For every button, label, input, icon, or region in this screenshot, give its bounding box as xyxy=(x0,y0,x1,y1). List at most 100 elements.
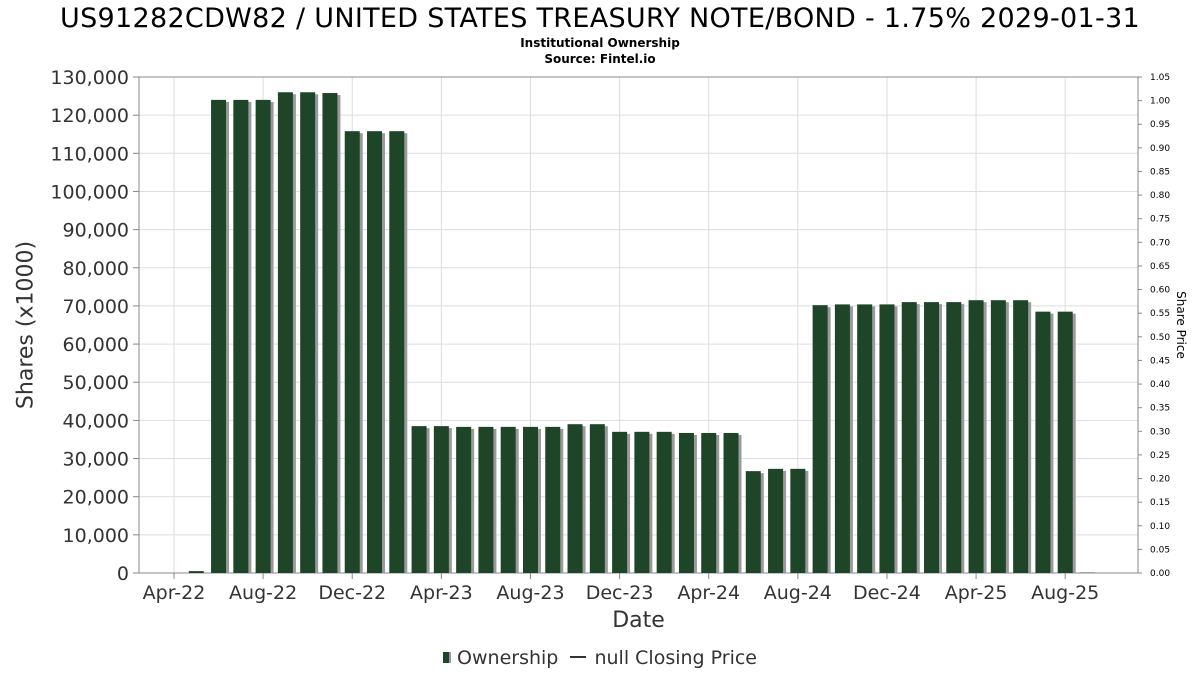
y2-tick-label: 0.90 xyxy=(1150,144,1170,154)
ownership-bar xyxy=(745,471,761,573)
y2-tick-label: 0.25 xyxy=(1150,451,1170,461)
ownership-bar xyxy=(344,131,360,573)
y-tick-label: 70,000 xyxy=(63,296,129,318)
chart-subtitle: Institutional Ownership xyxy=(520,36,680,50)
ownership-bar xyxy=(612,431,628,573)
x-tick-label: Dec-23 xyxy=(586,582,654,604)
y2-tick-label: 0.40 xyxy=(1150,380,1170,390)
y-tick-label: 30,000 xyxy=(63,449,129,471)
x-tick-label: Apr-22 xyxy=(143,582,206,604)
ownership-bar xyxy=(701,432,717,573)
y-tick-label: 10,000 xyxy=(63,525,129,547)
y2-tick-label: 0.75 xyxy=(1150,215,1170,225)
x-tick-label: Apr-25 xyxy=(945,582,1008,604)
ownership-bar xyxy=(322,93,338,574)
y-axis-label: Shares (x1000) xyxy=(13,240,39,410)
y-tick-label: 0 xyxy=(117,563,129,585)
y-tick-label: 130,000 xyxy=(50,67,129,89)
ownership-bar xyxy=(367,131,383,573)
y2-tick-label: 1.00 xyxy=(1150,97,1170,107)
y-tick-label: 50,000 xyxy=(63,372,129,394)
ownership-bar xyxy=(857,304,873,573)
y2-tick-label: 0.15 xyxy=(1150,498,1170,508)
ownership-bar xyxy=(233,99,249,574)
y-tick-label: 110,000 xyxy=(50,143,129,165)
y2-tick-label: 0.35 xyxy=(1150,404,1170,414)
ownership-bar xyxy=(589,424,605,573)
ownership-bar xyxy=(545,426,561,573)
ownership-bar xyxy=(1013,300,1029,573)
y2-tick-label: 0.55 xyxy=(1150,309,1170,319)
ownership-bar xyxy=(678,432,694,573)
y-axis-ticks: 0 10,000 20,000 30,000 40,000 50,000 60,000 70,… xyxy=(50,67,139,585)
ownership-bar xyxy=(723,432,739,573)
ownership-bar xyxy=(211,99,227,574)
y2-tick-label: 0.60 xyxy=(1150,286,1170,296)
y2-tick-label: 0.05 xyxy=(1150,545,1170,555)
ownership-bars xyxy=(188,92,1095,574)
x-tick-label: Aug-24 xyxy=(764,582,832,604)
ownership-bar xyxy=(500,426,516,573)
ownership-bar xyxy=(990,300,1006,573)
y2-tick-label: 0.45 xyxy=(1150,356,1170,366)
y2-tick-label: 1.05 xyxy=(1150,73,1170,83)
ownership-bar xyxy=(879,304,895,573)
y2-axis-label: Share Price xyxy=(1174,291,1188,359)
x-tick-label: Apr-23 xyxy=(410,582,473,604)
legend-ownership: Ownership xyxy=(457,647,559,669)
x-tick-label: Aug-23 xyxy=(496,582,564,604)
y-tick-label: 80,000 xyxy=(63,258,129,280)
y-tick-label: 60,000 xyxy=(63,334,129,356)
y2-axis-ticks: 0.00 0.05 0.10 0.15 0.20 0.25 0.30 0.35 0.40 0.45… xyxy=(1138,73,1170,579)
ownership-bar xyxy=(389,131,405,573)
ownership-bar xyxy=(968,300,984,573)
ownership-bar xyxy=(812,305,828,573)
chart-title: US91282CDW82 / UNITED STATES TREASURY NO… xyxy=(60,3,1140,34)
y2-tick-label: 0.20 xyxy=(1150,475,1170,485)
ownership-bar xyxy=(790,468,806,573)
ownership-bar xyxy=(300,92,316,573)
x-tick-label: Dec-24 xyxy=(853,582,921,604)
y-tick-label: 90,000 xyxy=(63,220,129,242)
x-tick-label: Apr-24 xyxy=(677,582,740,604)
chart-source: Source: Fintel.io xyxy=(544,52,656,66)
ownership-bar xyxy=(456,426,472,573)
y2-tick-label: 0.30 xyxy=(1150,427,1170,437)
ownership-bar xyxy=(277,92,293,573)
x-tick-label: Aug-22 xyxy=(229,582,297,604)
ownership-bar xyxy=(924,302,940,573)
ownership-bar xyxy=(834,304,850,573)
y-tick-label: 40,000 xyxy=(63,410,129,432)
ownership-bar xyxy=(901,302,917,573)
ownership-bar xyxy=(188,571,204,573)
ownership-bar xyxy=(433,426,449,573)
ownership-bar xyxy=(1035,311,1051,573)
x-tick-label: Aug-25 xyxy=(1031,582,1099,604)
y2-tick-label: 0.85 xyxy=(1150,167,1170,177)
y2-tick-label: 0.50 xyxy=(1150,333,1170,343)
y2-tick-label: 0.80 xyxy=(1150,191,1170,201)
legend-price: null Closing Price xyxy=(594,647,757,669)
y2-tick-label: 0.65 xyxy=(1150,262,1170,272)
ownership-bar xyxy=(946,302,962,573)
ownership-bar xyxy=(411,426,427,573)
y-tick-label: 100,000 xyxy=(50,181,129,203)
y2-tick-label: 0.70 xyxy=(1150,238,1170,248)
ownership-bar xyxy=(567,424,583,573)
y2-tick-label: 0.95 xyxy=(1150,120,1170,130)
ownership-swatch xyxy=(443,652,451,663)
ownership-bar xyxy=(255,99,271,574)
chart-legend: Ownership null Closing Price xyxy=(0,647,1200,669)
ownership-bar xyxy=(656,431,672,573)
ownership-bar xyxy=(768,468,784,573)
ownership-bar xyxy=(522,426,538,573)
x-axis-ticks: Apr-22 Aug-22 Dec-22 Apr-23 Aug-23 Dec-23 Apr-… xyxy=(143,573,1099,604)
y2-tick-label: 0.00 xyxy=(1150,569,1170,579)
x-axis-label: Date xyxy=(612,608,665,633)
price-swatch xyxy=(570,656,587,658)
ownership-bar xyxy=(1057,311,1073,573)
ownership-bar xyxy=(634,431,650,573)
y-tick-label: 20,000 xyxy=(63,487,129,509)
x-tick-label: Dec-22 xyxy=(318,582,386,604)
